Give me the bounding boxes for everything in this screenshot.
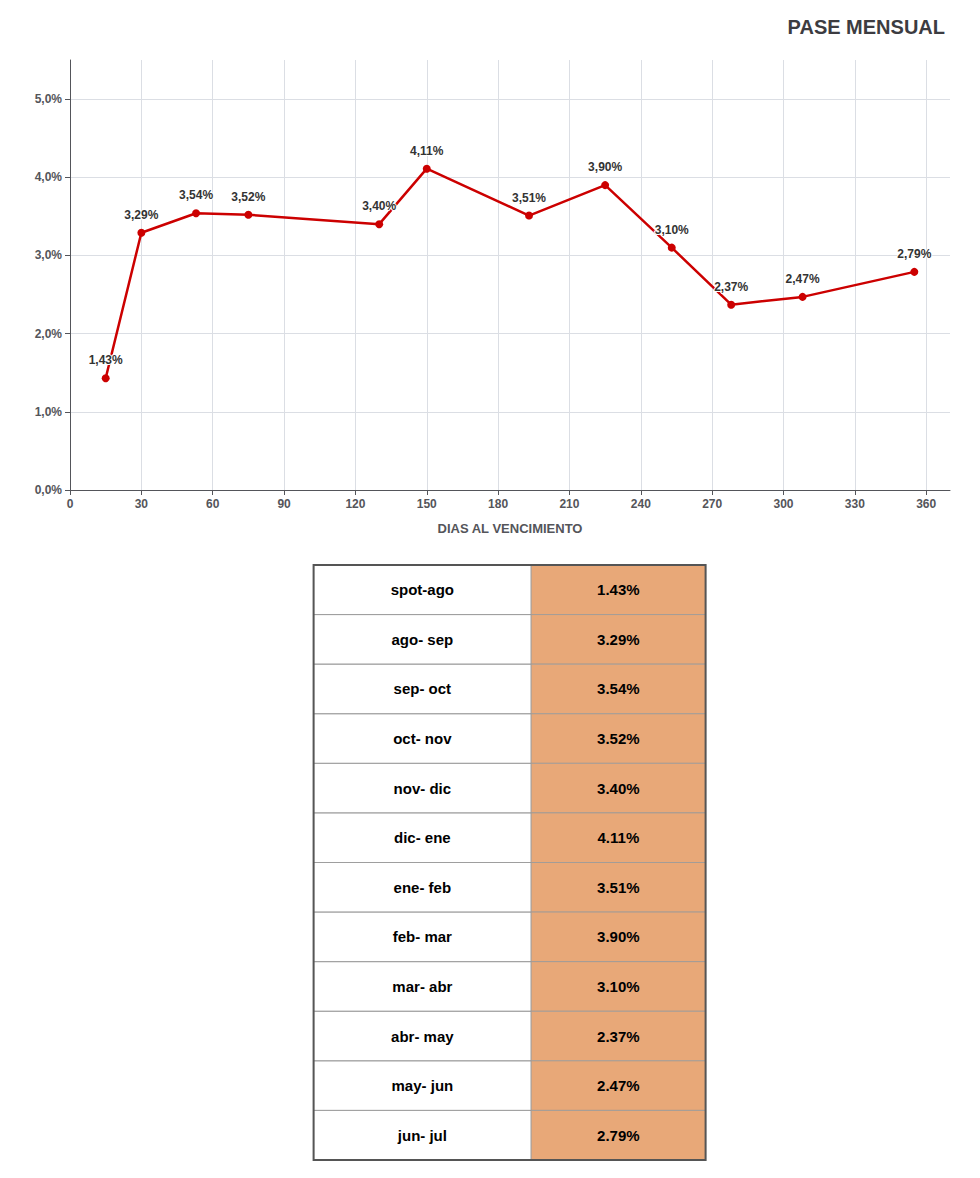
svg-text:3.90%: 3.90%	[597, 928, 640, 945]
svg-text:210: 210	[559, 497, 579, 511]
svg-text:nov- dic: nov- dic	[394, 780, 452, 797]
svg-text:jun- jul: jun- jul	[397, 1127, 447, 1144]
svg-text:spot-ago: spot-ago	[391, 581, 454, 598]
svg-text:may- jun: may- jun	[392, 1077, 454, 1094]
svg-text:5,0%: 5,0%	[35, 92, 63, 106]
svg-text:180: 180	[488, 497, 508, 511]
svg-text:3,51%: 3,51%	[512, 191, 546, 205]
svg-text:ene- feb: ene- feb	[394, 879, 452, 896]
svg-text:60: 60	[206, 497, 220, 511]
svg-text:ago- sep: ago- sep	[392, 631, 454, 648]
svg-text:0: 0	[67, 497, 74, 511]
svg-text:3,10%: 3,10%	[655, 223, 689, 237]
svg-text:sep- oct: sep- oct	[394, 680, 452, 697]
svg-text:270: 270	[702, 497, 722, 511]
svg-text:DIAS AL VENCIMIENTO: DIAS AL VENCIMIENTO	[438, 521, 583, 536]
svg-text:0,0%: 0,0%	[35, 483, 63, 497]
svg-text:150: 150	[417, 497, 437, 511]
svg-text:90: 90	[277, 497, 291, 511]
svg-text:abr- may: abr- may	[391, 1028, 454, 1045]
svg-text:2,79%: 2,79%	[897, 247, 931, 261]
svg-text:3.40%: 3.40%	[597, 780, 640, 797]
svg-text:1,43%: 1,43%	[89, 353, 123, 367]
svg-text:330: 330	[845, 497, 865, 511]
svg-text:1,0%: 1,0%	[35, 405, 63, 419]
svg-text:3,52%: 3,52%	[231, 190, 265, 204]
svg-text:3.54%: 3.54%	[597, 680, 640, 697]
svg-text:4.11%: 4.11%	[598, 829, 640, 846]
svg-text:2.47%: 2.47%	[597, 1077, 640, 1094]
svg-text:oct- nov: oct- nov	[393, 730, 452, 747]
svg-text:1.43%: 1.43%	[597, 581, 640, 598]
svg-text:2,37%: 2,37%	[714, 280, 748, 294]
svg-text:300: 300	[773, 497, 793, 511]
svg-text:3.10%: 3.10%	[597, 978, 640, 995]
svg-text:3,40%: 3,40%	[362, 199, 396, 213]
svg-text:4,0%: 4,0%	[35, 170, 63, 184]
svg-text:120: 120	[345, 497, 365, 511]
svg-text:feb- mar: feb- mar	[393, 928, 452, 945]
svg-text:3,90%: 3,90%	[588, 160, 622, 174]
svg-text:3.52%: 3.52%	[597, 730, 640, 747]
svg-text:240: 240	[631, 497, 651, 511]
svg-text:30: 30	[135, 497, 149, 511]
svg-text:2.37%: 2.37%	[597, 1028, 640, 1045]
svg-text:3,0%: 3,0%	[35, 248, 63, 262]
svg-text:dic- ene: dic- ene	[394, 829, 451, 846]
svg-text:2,47%: 2,47%	[786, 272, 820, 286]
svg-text:2.79%: 2.79%	[597, 1127, 640, 1144]
svg-text:mar- abr: mar- abr	[392, 978, 452, 995]
svg-text:PASE MENSUAL: PASE MENSUAL	[788, 16, 945, 38]
svg-text:4,11%: 4,11%	[410, 144, 444, 158]
svg-text:3.51%: 3.51%	[597, 879, 640, 896]
svg-text:360: 360	[916, 497, 936, 511]
svg-text:3,29%: 3,29%	[124, 208, 158, 222]
svg-text:2,0%: 2,0%	[35, 327, 63, 341]
svg-text:3.29%: 3.29%	[597, 631, 640, 648]
svg-text:3,54%: 3,54%	[179, 188, 213, 202]
